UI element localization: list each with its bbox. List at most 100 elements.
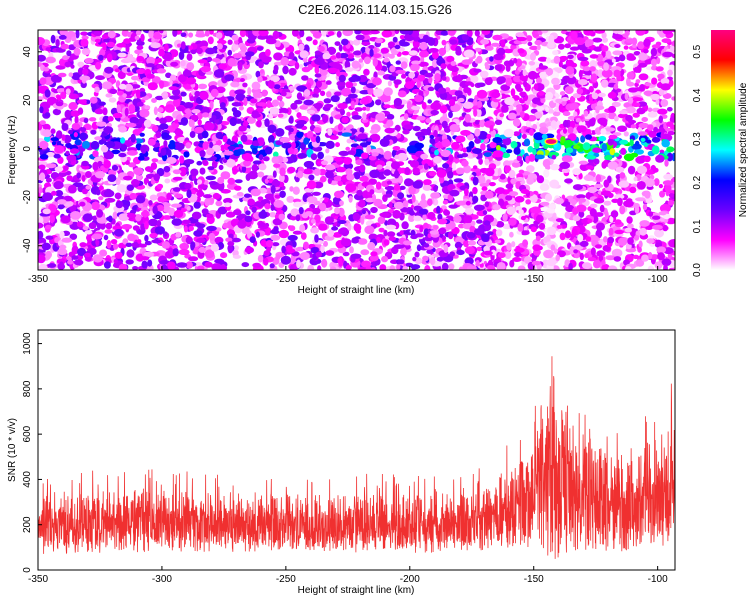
heatmap-cell (217, 182, 225, 192)
heatmap-cell (475, 108, 482, 118)
heatmap-cell (221, 45, 228, 50)
heatmap-cell (537, 90, 545, 96)
heatmap-cell (386, 113, 395, 120)
heatmap-cell (645, 225, 653, 230)
heatmap-cell (44, 112, 50, 117)
heatmap-cell (383, 104, 391, 109)
heatmap-cell (303, 137, 310, 145)
heatmap-cell (503, 128, 515, 138)
heatmap-cell (422, 255, 429, 262)
heatmap-cell (501, 104, 509, 113)
heatmap-cell (214, 258, 225, 264)
heatmap-cell (479, 182, 490, 188)
heatmap-cell (201, 208, 209, 215)
heatmap-cell (315, 135, 321, 144)
heatmap-cell (381, 255, 389, 263)
heatmap-cell (57, 248, 68, 256)
heatmap-cell (553, 55, 561, 64)
heatmap-cell (659, 190, 666, 198)
heatmap-cell (361, 118, 369, 123)
heatmap-cell (299, 224, 306, 233)
heatmap-cell (488, 182, 496, 187)
heatmap-cell (359, 142, 369, 148)
heatmap-cell (84, 252, 91, 258)
heatmap-cell (136, 55, 145, 62)
heatmap-cell (194, 90, 201, 98)
heatmap-cell (369, 169, 380, 179)
heatmap-cell (247, 230, 252, 240)
heatmap-cell (279, 136, 291, 143)
heatmap-cell (601, 69, 613, 78)
heatmap-cell (227, 49, 233, 56)
heatmap-cell (466, 232, 476, 239)
heatmap-cell (310, 136, 317, 143)
heatmap-cell (512, 257, 522, 262)
heatmap-cell (184, 159, 195, 165)
heatmap-cell (647, 111, 658, 118)
heatmap-cell (634, 82, 639, 87)
heatmap-cell (313, 87, 319, 96)
heatmap-cell (141, 260, 148, 269)
heatmap-cell (513, 57, 518, 64)
heatmap-cell (94, 86, 100, 93)
heatmap-cell (531, 260, 541, 266)
heatmap-cell (387, 218, 397, 227)
heatmap-cell (437, 87, 447, 94)
heatmap-cell (157, 196, 166, 203)
heatmap-cell (44, 89, 51, 98)
heatmap-cell (448, 263, 455, 270)
heatmap-cell (430, 102, 442, 111)
heatmap-cell (275, 127, 285, 137)
heatmap-cell (448, 204, 459, 209)
heatmap-cell (485, 64, 490, 70)
heatmap-cell (156, 204, 165, 212)
heatmap-cell (258, 154, 264, 161)
heatmap-cell (558, 60, 563, 68)
heatmap-cell (648, 130, 657, 138)
heatmap-cell (99, 49, 106, 57)
heatmap-cell (273, 226, 279, 232)
heatmap-cell (263, 156, 270, 162)
heatmap-cell (524, 256, 532, 264)
heatmap-cell (312, 39, 318, 46)
heatmap-cell (132, 128, 142, 136)
heatmap-cell (464, 113, 472, 123)
heatmap-cell (329, 116, 334, 124)
heatmap-cell (193, 230, 203, 237)
heatmap-cell (68, 184, 77, 194)
heatmap-cell (144, 105, 151, 110)
heatmap-cell (56, 130, 63, 140)
heatmap-cell (388, 53, 395, 59)
heatmap-cell (582, 66, 591, 72)
heatmap-cell (231, 34, 239, 41)
heatmap-cell (559, 232, 566, 241)
heatmap-cell (632, 112, 640, 118)
heatmap-cell (470, 220, 476, 227)
heatmap-cell (432, 180, 438, 185)
heatmap-cell (94, 136, 102, 141)
heatmap-cell (251, 163, 258, 173)
heatmap-cell (421, 101, 427, 110)
heatmap-cell (174, 193, 183, 198)
heatmap-cell (57, 72, 67, 78)
heatmap-cell (194, 178, 199, 185)
heatmap-cell (410, 264, 421, 270)
heatmap-cell (520, 149, 525, 156)
heatmap-cell (368, 155, 377, 161)
heatmap-cell (546, 264, 552, 270)
heatmap-cell (124, 107, 129, 117)
heatmap-cell (585, 155, 597, 160)
heatmap-cell (154, 95, 164, 101)
heatmap-cell (522, 239, 529, 247)
heatmap-cell (658, 184, 664, 189)
heatmap-cell (535, 214, 544, 223)
heatmap-cell (98, 196, 104, 201)
heatmap-cell (69, 233, 78, 240)
heatmap-cell (398, 176, 403, 183)
heatmap-cell (421, 159, 433, 166)
heatmap-cell (264, 203, 271, 210)
heatmap-cell (437, 218, 448, 225)
heatmap-cell (428, 48, 439, 53)
heatmap-cell (355, 34, 365, 41)
heatmap-cell (116, 104, 121, 113)
